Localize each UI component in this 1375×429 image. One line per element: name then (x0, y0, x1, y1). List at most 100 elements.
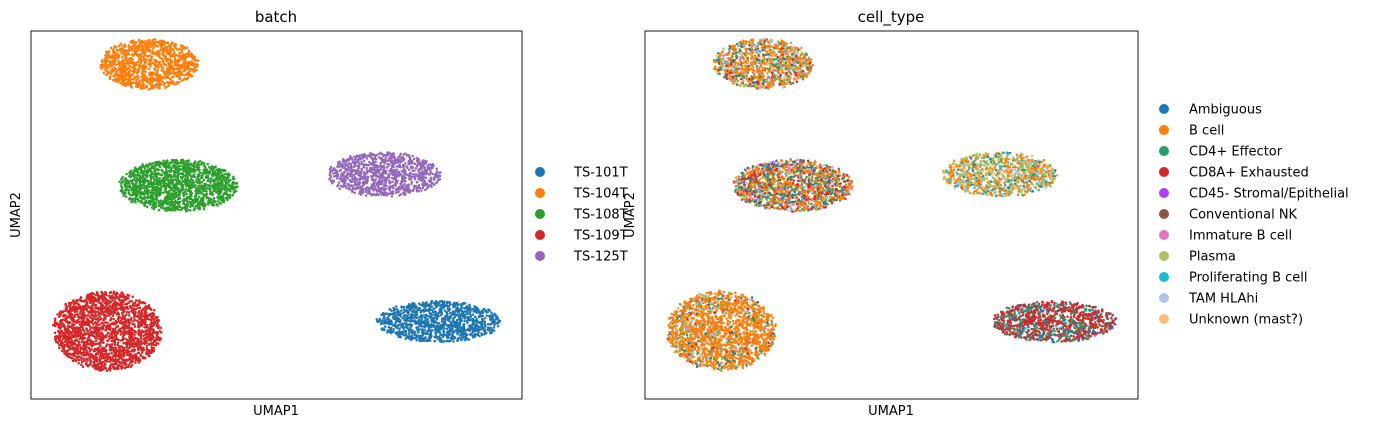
batch-point (117, 59, 120, 62)
batch-point (478, 334, 481, 338)
batch-point (428, 334, 431, 338)
batch-point (402, 311, 405, 314)
batch-point (423, 329, 427, 332)
batch-point (165, 164, 168, 168)
batch-point (139, 317, 142, 320)
batch-point (471, 330, 475, 334)
batch-point (176, 81, 179, 84)
batch-point (195, 180, 199, 183)
batch-point (200, 176, 204, 179)
batch-point (454, 328, 458, 332)
batch-point (185, 206, 189, 210)
batch-point (104, 53, 107, 57)
batch-point (138, 299, 141, 302)
batch-point (163, 49, 166, 53)
batch-point (471, 318, 474, 321)
batch-point (170, 194, 174, 198)
batch-point (448, 323, 451, 327)
batch-point (183, 160, 186, 163)
batch-point (439, 325, 443, 328)
batch-point (124, 195, 128, 198)
batch-point (153, 169, 156, 173)
batch-point (212, 203, 216, 207)
batch-point (202, 172, 205, 175)
batch-point (156, 68, 159, 71)
batch-point (126, 62, 130, 66)
batch-point (193, 207, 197, 210)
batch-point (485, 314, 488, 317)
batch-point (184, 188, 188, 191)
batch-point (170, 175, 173, 178)
batch-point (87, 314, 90, 317)
batch-point (108, 75, 112, 78)
batch-point (471, 313, 475, 316)
batch-point (217, 193, 221, 197)
batch-point (146, 55, 149, 58)
batch-point (137, 77, 140, 81)
batch-point (388, 322, 391, 326)
batch-point (157, 78, 161, 81)
batch-point (123, 178, 126, 182)
batch-point (197, 187, 201, 190)
batch-point (78, 323, 82, 326)
batch-point (156, 45, 159, 48)
batch-point (176, 174, 180, 177)
batch-point (164, 186, 167, 190)
batch-point (140, 67, 144, 71)
batch-point (130, 48, 134, 52)
batch-point (130, 316, 133, 320)
batch-point (133, 166, 137, 170)
batch-point (109, 312, 113, 316)
batch-point (404, 333, 408, 337)
batch-point (400, 305, 403, 308)
batch-point (120, 345, 124, 349)
batch-point (392, 316, 396, 320)
batch-point (142, 186, 146, 190)
batch-point (386, 331, 389, 334)
batch-point (157, 172, 161, 176)
batch-point (129, 40, 132, 44)
batch-point (92, 292, 95, 295)
batch-point (420, 317, 423, 321)
batch-point (171, 189, 175, 192)
batch-point (135, 53, 139, 56)
batch-point (158, 165, 162, 169)
batch-point (407, 332, 411, 335)
batch-point (439, 314, 443, 317)
batch-point (189, 193, 193, 197)
batch-point (58, 315, 61, 319)
batch-point (396, 316, 400, 320)
batch-point (134, 299, 138, 302)
batch-point (168, 173, 171, 177)
batch-point (77, 302, 80, 306)
batch-point (108, 348, 112, 352)
batch-point (179, 208, 182, 212)
batch-point (133, 41, 137, 44)
batch-point (159, 48, 162, 51)
batch-point (124, 191, 127, 195)
batch-point (480, 333, 484, 337)
batch-point (138, 43, 142, 46)
batch-point (123, 43, 126, 46)
batch-point (177, 196, 181, 200)
batch-point (139, 166, 142, 169)
batch-point (125, 68, 128, 71)
batch-point (128, 186, 132, 189)
batch-point (474, 329, 478, 333)
batch-point (109, 46, 113, 50)
batch-point (143, 189, 147, 193)
batch-point (109, 72, 113, 75)
batch-point (150, 52, 154, 55)
batch-point (181, 165, 185, 169)
batch-point (153, 44, 157, 48)
batch-point (89, 362, 92, 365)
batch-point (458, 327, 462, 331)
batch-point (430, 320, 434, 324)
batch-point (177, 73, 181, 77)
batch-point (471, 322, 475, 326)
batch-point (171, 207, 174, 211)
batch-point (169, 54, 173, 58)
batch-point (143, 42, 147, 46)
batch-point (439, 334, 442, 337)
batch-point (496, 322, 500, 325)
